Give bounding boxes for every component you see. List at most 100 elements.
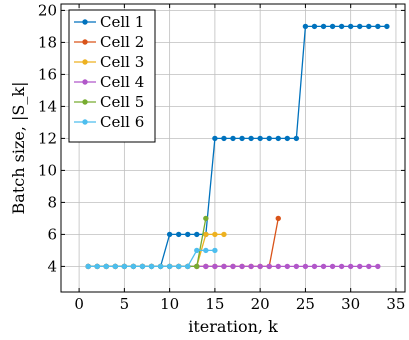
data-point [212,263,218,270]
data-point [347,23,354,30]
data-point [185,231,191,238]
data-point [212,247,218,254]
data-point [230,263,236,270]
data-point [85,263,91,270]
data-point [293,263,300,270]
ticks [61,4,405,292]
data-point [257,135,263,142]
data-point [338,23,345,30]
data-point [121,263,128,270]
data-point [203,263,209,270]
x-tick-label: 35 [386,295,405,313]
data-point [311,263,318,270]
plot-frame [60,3,406,293]
legend-marker [82,19,88,25]
data-point [366,23,372,30]
data-point [293,135,300,142]
series-line [88,218,279,268]
data-point [194,247,200,254]
data-point [302,263,309,270]
legend-item: Cell 4 [74,73,144,91]
legend-item: Cell 1 [74,13,144,31]
y-tick-label: 20 [38,1,57,19]
data-point [166,263,173,270]
x-tick-label: 0 [74,295,84,313]
legend-item: Cell 2 [74,33,144,51]
series-line [88,218,207,268]
legend-item: Cell 3 [74,53,144,71]
data-point [203,231,209,238]
y-axis-label: Batch size, |S_k| [9,82,28,215]
data-point [139,263,146,270]
data-point [175,231,182,238]
legend-label: Cell 1 [100,13,144,31]
data-point [130,263,137,270]
x-tick-label: 30 [341,295,360,313]
legend-label: Cell 2 [100,33,144,51]
data-point [212,135,218,142]
data-point [239,263,245,270]
data-point [185,263,191,270]
data-point [366,263,372,270]
series-6 [85,247,218,270]
legend-label: Cell 4 [100,73,144,91]
legend-label: Cell 3 [100,53,144,71]
y-tick-label: 6 [47,225,57,243]
legend-label: Cell 6 [100,113,144,131]
data-point [284,263,291,270]
x-tick-label: 25 [296,295,315,313]
data-point [203,247,209,254]
data-point [266,263,272,270]
data-point [311,23,318,30]
data-point [338,263,345,270]
data-point [275,263,281,270]
data-point [239,135,245,142]
y-tick-label: 14 [38,97,57,115]
data-point [230,135,236,142]
y-tick-label: 12 [38,129,57,147]
x-tick-label: 10 [160,295,179,313]
data-point [221,135,227,142]
legend-marker [82,79,88,85]
data-point [375,263,381,270]
data-point [221,231,227,238]
x-tick-label: 20 [251,295,270,313]
data-point [221,263,227,270]
data-point [284,135,291,142]
data-point [275,215,281,222]
y-tick-label: 4 [47,257,57,275]
data-point [347,263,354,270]
y-tick-label: 16 [38,65,57,83]
data-point [103,263,109,270]
data-point [194,263,200,270]
data-point [194,231,200,238]
data-point [157,263,164,270]
y-tick-label: 18 [38,33,57,51]
data-point [329,23,336,30]
y-tick-label: 10 [38,161,57,179]
data-point [266,135,272,142]
data-point [248,263,254,270]
data-point [148,263,155,270]
data-point [257,263,263,270]
y-tick-label: 8 [47,193,57,211]
data-point [302,23,309,30]
legend-marker [82,59,88,65]
data-point [320,263,327,270]
legend-marker [82,119,88,125]
x-tick-label: 15 [205,295,224,313]
series-group [85,23,390,270]
data-point [329,263,336,270]
legend-marker [82,39,88,45]
legend: Cell 1 Cell 2 Cell 3 Cell 4 Cell 5 Cell 6 [68,9,156,143]
data-point [175,263,182,270]
data-point [248,135,254,142]
x-axis-label: iteration, k [188,317,278,336]
series-2 [85,215,281,270]
data-point [275,135,281,142]
data-point [212,231,218,238]
data-point [203,215,209,222]
legend-item: Cell 6 [74,113,144,131]
data-point [166,231,173,238]
